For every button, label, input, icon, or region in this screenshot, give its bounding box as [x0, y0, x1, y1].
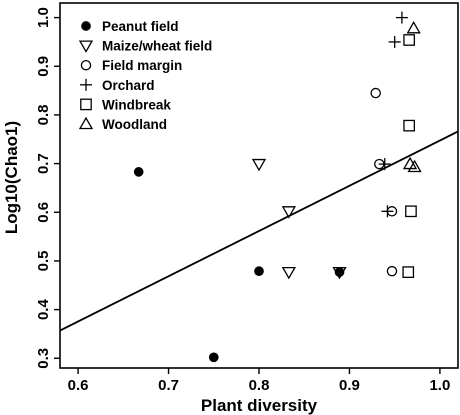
data-point [405, 205, 417, 218]
x-tick-label: 0.6 [68, 377, 89, 394]
legend-label: Orchard [102, 78, 155, 93]
y-tick-label: 0.5 [35, 251, 52, 272]
data-point [254, 266, 264, 277]
y-tick-label: 0.6 [35, 202, 52, 223]
data-point [395, 11, 408, 24]
y-tick-label: 0.7 [35, 153, 52, 174]
series-orchard [378, 11, 408, 218]
x-tick-label: 1.0 [429, 377, 450, 394]
legend-marker [81, 21, 91, 31]
data-point [133, 167, 144, 177]
data-point [251, 158, 267, 172]
data-points [133, 11, 422, 363]
legend-label: Maize/wheat field [102, 39, 212, 54]
series-field-margin [370, 87, 398, 277]
data-point [281, 266, 296, 280]
y-tick-label: 0.9 [35, 56, 52, 77]
x-tick-label: 0.8 [249, 377, 270, 394]
legend-label: Woodland [102, 117, 167, 132]
y-axis: 0.3 0.4 0.5 0.6 0.7 0.8 0.9 1.0 [35, 7, 60, 369]
data-point [381, 205, 394, 218]
regression-line [60, 130, 458, 332]
y-tick-label: 0.8 [35, 105, 52, 126]
legend-marker [80, 59, 92, 71]
series-peanut-field [133, 167, 345, 363]
legend-label: Field margin [102, 58, 182, 73]
data-point [402, 156, 418, 170]
x-tick-label: 0.9 [339, 377, 360, 394]
data-point [406, 20, 421, 34]
series-maize-wheat-field [251, 158, 347, 280]
data-point [378, 158, 391, 171]
data-point [386, 265, 398, 277]
legend-marker [78, 116, 94, 130]
data-point [281, 206, 296, 219]
data-point [402, 266, 415, 278]
x-axis-title: Plant diversity [201, 396, 318, 415]
data-point [208, 352, 219, 363]
legend-marker [80, 78, 92, 91]
y-tick-label: 1.0 [35, 7, 52, 28]
legend-marker [80, 98, 92, 111]
trend-line [60, 130, 458, 332]
x-tick-label: 0.7 [158, 377, 179, 394]
data-point [332, 266, 347, 280]
x-axis: 0.6 0.7 0.8 0.9 1.0 [68, 368, 450, 394]
y-tick-label: 0.4 [35, 299, 52, 321]
legend-marker [78, 40, 94, 53]
legend-label: Peanut field [102, 19, 179, 34]
y-axis-title: Log10(Chao1) [2, 121, 21, 234]
series-windbreak [402, 34, 417, 278]
legend-label: Windbreak [102, 97, 171, 112]
y-tick-label: 0.3 [35, 348, 52, 369]
legend: Peanut field Maize/wheat field Field margi… [78, 19, 212, 132]
data-point [370, 87, 381, 99]
data-point [388, 35, 401, 48]
data-point [403, 119, 416, 132]
data-point [407, 159, 422, 173]
series-woodland [402, 20, 422, 173]
data-point [403, 34, 416, 46]
